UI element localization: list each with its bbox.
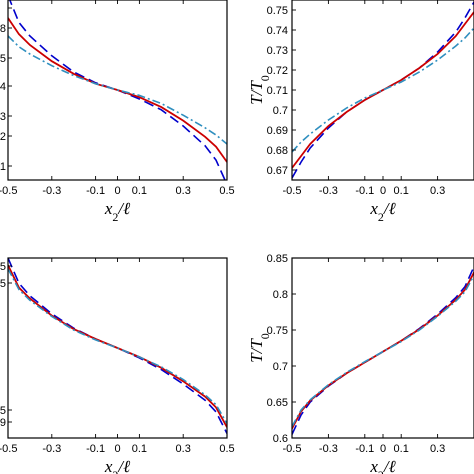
y-tick-label: 4 bbox=[0, 81, 6, 93]
x-tick-label: -0.3 bbox=[319, 185, 338, 197]
plot-frame bbox=[291, 257, 474, 439]
series-line-solid bbox=[292, 271, 474, 430]
y-tick-label: 1 bbox=[0, 161, 6, 173]
y-tick-label: 0.71 bbox=[267, 85, 288, 97]
x-tick-label: -0.3 bbox=[42, 443, 61, 455]
y-tick-label: 9 bbox=[0, 417, 6, 429]
x-tick-label: -0.5 bbox=[283, 185, 302, 197]
y-axis-label: T/T0 bbox=[247, 75, 272, 105]
y-tick-label: 0.7 bbox=[273, 105, 288, 117]
x-tick-label: 0.3 bbox=[176, 185, 191, 197]
y-tick-label: 0.69 bbox=[267, 125, 288, 137]
y-tick-label: 0.85 bbox=[267, 253, 288, 265]
y-tick-label: 5 bbox=[0, 405, 6, 417]
x-tick-label: 0.1 bbox=[132, 185, 147, 197]
x-tick-label: -0.1 bbox=[355, 443, 374, 455]
y-tick-label: 0.8 bbox=[273, 289, 288, 301]
x-tick-label: 0.3 bbox=[176, 443, 191, 455]
x-tick-label: 0.5 bbox=[219, 185, 234, 197]
y-tick-label: 0.67 bbox=[267, 165, 288, 177]
panel-bottom-left: -0.5-0.3-0.100.10.30.55559x2/ℓ bbox=[0, 257, 235, 474]
x-tick-label: -0.3 bbox=[42, 185, 61, 197]
panel-top-left: -0.5 -0.3 -0.1 0 0.1 0.3 0.5 8 5 4 3 2 1 x2/ℓ bbox=[0, 0, 235, 224]
y-tick-label: 5 bbox=[0, 261, 6, 273]
y-tick-label: 0.75 bbox=[267, 325, 288, 337]
y-tick-label: 0.7 bbox=[273, 361, 288, 373]
y-tick-label: 0.72 bbox=[267, 65, 288, 77]
series-line-dashdot bbox=[8, 35, 227, 145]
x-tick-label: 0.5 bbox=[219, 443, 234, 455]
y-tick-label: 0.75 bbox=[267, 5, 288, 17]
x-tick-label: -0.3 bbox=[319, 443, 338, 455]
x-tick-label: 0 bbox=[380, 443, 386, 455]
panel-bottom-right: -0.5 -0.3 -0.1 0 0.1 0.3 0.6 0.65 0.7 0.75 0.8 0.85… bbox=[247, 253, 474, 474]
series-line-solid bbox=[292, 11, 474, 169]
x-axis-label: x2/ℓ bbox=[369, 199, 395, 224]
series-line-dashed bbox=[8, 258, 227, 434]
y-tick-label: 0.74 bbox=[267, 25, 288, 37]
x-tick-label: 0.1 bbox=[394, 443, 409, 455]
y-tick-label: 5 bbox=[0, 53, 6, 65]
y-tick-label: 0.73 bbox=[267, 45, 288, 57]
y-tick-label: 0.68 bbox=[267, 145, 288, 157]
panel-top-right: -0.5 -0.3 -0.1 0 0.1 0.3 0.67 0.68 0.69 0.7 0.71 0.… bbox=[247, 0, 474, 224]
x-tick-label: 0 bbox=[380, 185, 386, 197]
series-line-solid bbox=[8, 264, 227, 428]
y-tick-label: 0.65 bbox=[267, 397, 288, 409]
x-tick-label: -0.1 bbox=[86, 185, 105, 197]
x-tick-label: 0.1 bbox=[132, 443, 147, 455]
series-line-dashdot bbox=[292, 27, 474, 153]
y-tick-label: 3 bbox=[0, 111, 6, 123]
x-tick-label: -0.5 bbox=[0, 185, 17, 197]
x-tick-label: -0.5 bbox=[283, 443, 302, 455]
x-tick-label: 0 bbox=[114, 185, 120, 197]
series-line-dashed bbox=[8, 0, 226, 180]
y-tick-label: 5 bbox=[0, 278, 6, 290]
series-line-dashed bbox=[292, 266, 474, 435]
y-tick-label: 2 bbox=[0, 131, 6, 143]
x-tick-label: -0.1 bbox=[355, 185, 374, 197]
x-tick-label: 0.1 bbox=[394, 185, 409, 197]
x-axis-label: x2/ℓ bbox=[369, 457, 395, 474]
series-line-dashdot bbox=[8, 268, 227, 425]
y-tick-label: 8 bbox=[0, 23, 6, 35]
x-tick-label: -0.1 bbox=[86, 443, 105, 455]
y-tick-label: 0.6 bbox=[273, 433, 288, 445]
x-axis-label: x2/ℓ bbox=[104, 457, 130, 474]
x-axis-label: x2/ℓ bbox=[104, 199, 130, 224]
x-tick-label: 0 bbox=[114, 443, 120, 455]
y-axis-label: T/T0 bbox=[247, 333, 272, 363]
x-tick-label: 0.3 bbox=[430, 185, 445, 197]
x-tick-label: -0.5 bbox=[0, 443, 17, 455]
x-tick-label: 0.3 bbox=[430, 443, 445, 455]
series-line-dashdot bbox=[292, 274, 474, 427]
